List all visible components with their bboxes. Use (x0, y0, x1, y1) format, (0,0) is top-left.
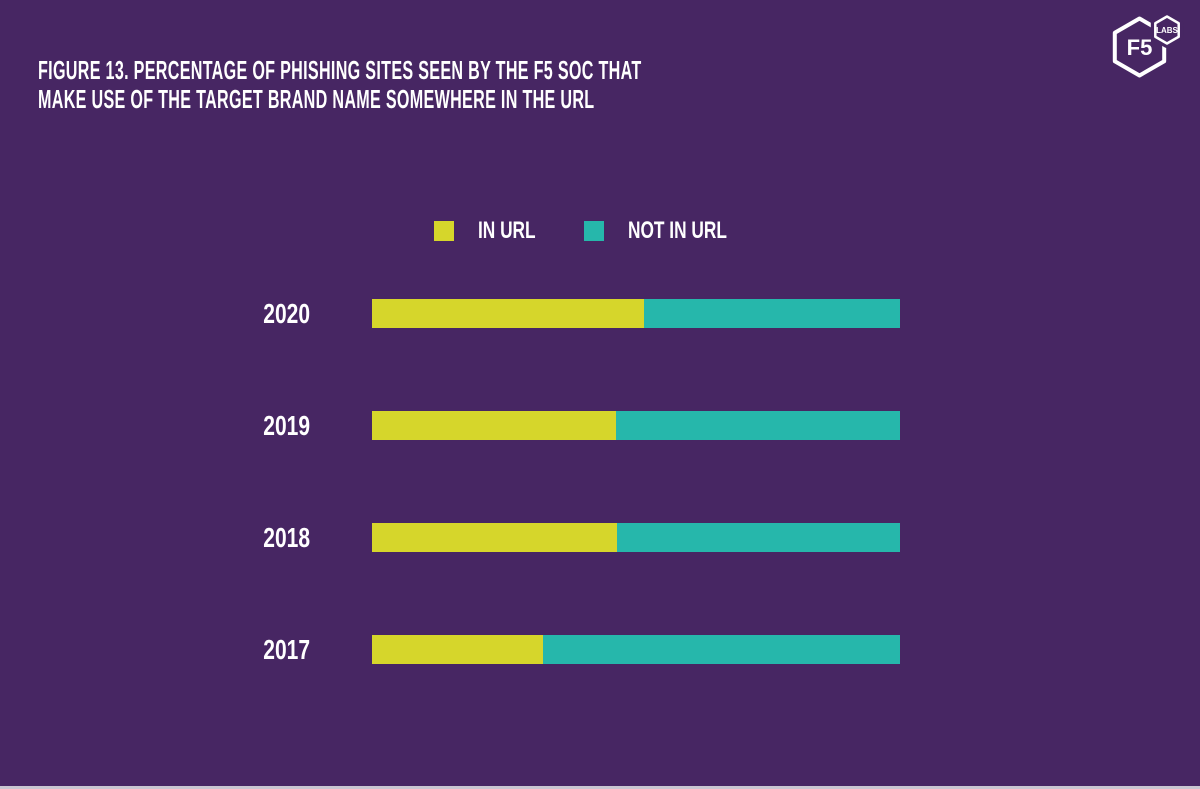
bar-row-2018: 2018 (0, 523, 1200, 552)
year-label: 2020 (263, 298, 310, 329)
bar-segment-not-in-url (543, 635, 900, 664)
legend-item-not-in-url: NOT IN URL (584, 217, 765, 244)
chart-legend: IN URL NOT IN URL (0, 217, 1200, 244)
bar-segment-not-in-url (616, 523, 900, 552)
bar-row-2019: 2019 (0, 411, 1200, 440)
bar-segment-not-in-url (643, 299, 900, 328)
bar-segment-in-url (372, 523, 617, 552)
year-label: 2019 (263, 410, 310, 441)
bar-row-2020: 2020 (0, 299, 1200, 328)
bar-row-2017: 2017 (0, 635, 1200, 664)
labs-hexagon-outline (1154, 15, 1180, 45)
f5-labs-logo-icon: F5 LABS (1112, 12, 1184, 78)
f5-logo-text: F5 (1127, 35, 1153, 60)
bar-segment-in-url (372, 299, 644, 328)
legend-label-in-url: IN URL (478, 217, 536, 244)
legend-item-in-url: IN URL (434, 217, 558, 244)
not-in-url-swatch-icon (584, 221, 605, 241)
labs-logo-text: LABS (1156, 26, 1178, 35)
bar-chart: 2020 2019 2018 2017 (0, 299, 1200, 747)
bar-segment-in-url (372, 635, 544, 664)
bar-segment-not-in-url (615, 411, 900, 440)
year-label: 2018 (263, 522, 310, 553)
stacked-bar (372, 411, 900, 440)
legend-label-not-in-url: NOT IN URL (628, 217, 728, 244)
stacked-bar (372, 523, 900, 552)
figure-title-line1: FIGURE 13. PERCENTAGE OF PHISHING SITES … (38, 55, 642, 85)
figure-title-line2: MAKE USE OF THE TARGET BRAND NAME SOMEWH… (38, 84, 595, 114)
year-label: 2017 (263, 634, 310, 665)
page-bottom-edge (0, 786, 1200, 789)
in-url-swatch-icon (434, 221, 455, 241)
bar-segment-in-url (372, 411, 616, 440)
stacked-bar (372, 635, 900, 664)
stacked-bar (372, 299, 900, 328)
figure-title: FIGURE 13. PERCENTAGE OF PHISHING SITES … (38, 56, 642, 114)
